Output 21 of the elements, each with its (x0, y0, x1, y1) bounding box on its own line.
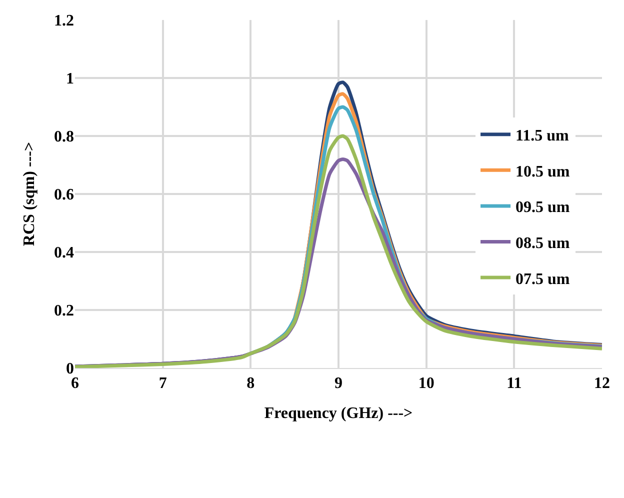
legend-label: 11.5 um (516, 128, 570, 145)
y-tick-label: 0.2 (54, 302, 74, 320)
y-axis-title: RCS (sqm) ---> (20, 142, 38, 246)
y-tick-label: 0 (66, 360, 74, 378)
x-tick-label: 6 (71, 375, 79, 392)
x-axis-title: Frequency (GHz) ---> (264, 404, 413, 422)
legend-label: 08.5 um (516, 234, 570, 252)
x-tick-label: 7 (158, 375, 167, 392)
y-tick-label: 1 (66, 70, 74, 88)
y-tick-label: 1.2 (54, 12, 74, 30)
x-tick-label: 9 (334, 375, 342, 392)
legend-label: 09.5 um (516, 199, 570, 216)
legend-label: 10.5 um (516, 163, 570, 180)
x-tick-label: 10 (418, 375, 434, 392)
y-tick-label: 0.8 (54, 128, 74, 146)
y-tick-label: 0.4 (54, 244, 74, 262)
legend-label: 07.5 um (516, 270, 570, 288)
x-tick-label: 11 (506, 375, 522, 392)
x-tick-label: 8 (246, 375, 255, 392)
x-tick-label: 12 (594, 375, 610, 392)
y-tick-label: 0.6 (54, 186, 74, 204)
